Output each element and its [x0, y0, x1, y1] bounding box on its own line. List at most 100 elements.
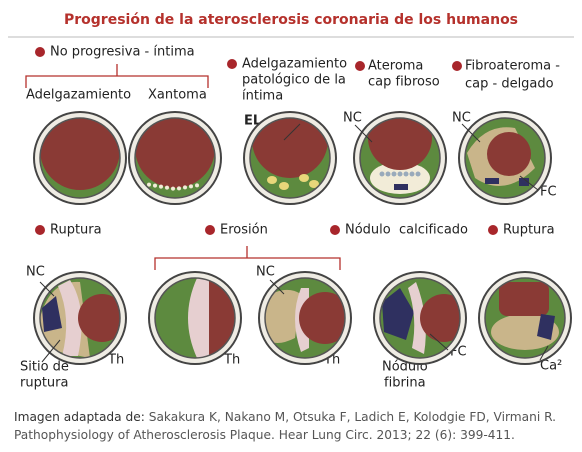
- vessel-edge: [154, 277, 236, 359]
- vessel-inner: [485, 278, 565, 358]
- label: Ruptura: [503, 223, 555, 238]
- pointer: [269, 279, 285, 295]
- lumen: [40, 118, 120, 190]
- foam-cell: [183, 185, 187, 190]
- label: NC: [452, 111, 471, 126]
- thrombus: [188, 278, 213, 358]
- vessel-inner: [360, 118, 440, 198]
- vessel-inner: [135, 118, 215, 198]
- thrombus: [408, 282, 426, 354]
- label: Sitio de: [20, 360, 69, 375]
- vessel: [243, 111, 337, 205]
- label: FC: [540, 185, 557, 200]
- vessel: [33, 111, 127, 205]
- vessel: [258, 271, 352, 365]
- lumen: [420, 294, 460, 342]
- core: [370, 162, 430, 194]
- pointer: [39, 281, 55, 297]
- vessel: [458, 111, 552, 205]
- foam-cell: [195, 183, 199, 188]
- foam-cell: [153, 183, 157, 188]
- vessel-edge: [464, 117, 546, 199]
- vessel: [478, 271, 572, 365]
- cholesterol: [397, 171, 403, 177]
- vessel: [148, 271, 242, 365]
- foam-cell: [177, 186, 181, 191]
- lumen: [78, 294, 120, 342]
- label: Th: [223, 353, 240, 368]
- calcium: [394, 184, 408, 190]
- core: [265, 289, 301, 343]
- lumen: [135, 118, 215, 188]
- calcium: [485, 178, 499, 184]
- bullet: [330, 225, 340, 235]
- vessel-inner: [40, 118, 120, 198]
- calcium: [519, 178, 529, 186]
- pointer: [519, 175, 539, 191]
- pointer: [354, 124, 373, 143]
- thrombus: [58, 280, 82, 356]
- bullet: [488, 225, 498, 235]
- label: Th: [107, 353, 124, 368]
- caption-reference: Sakakura K, Nakano M, Otsuka F, Ladich E…: [14, 410, 557, 442]
- pointer: [539, 345, 549, 361]
- vessel-edge: [484, 277, 566, 359]
- vessel-edge: [134, 117, 216, 199]
- label: cap - delgado: [465, 77, 554, 92]
- label: Adelgazamiento: [242, 57, 347, 72]
- bullet: [35, 225, 45, 235]
- foam-cell: [159, 184, 163, 189]
- bullet: [205, 225, 215, 235]
- bullet: [355, 61, 365, 71]
- foam-cell: [165, 185, 169, 190]
- label: Ruptura: [50, 223, 102, 238]
- vessel-edge: [39, 117, 121, 199]
- vessel: [373, 271, 467, 365]
- label: Nódulo calcificado: [345, 223, 468, 238]
- cholesterol: [415, 171, 421, 177]
- vessel: [33, 271, 127, 365]
- cholesterol: [409, 171, 415, 177]
- lipid: [299, 174, 309, 182]
- label: Xantoma: [148, 88, 207, 103]
- pointer: [429, 333, 449, 351]
- label: Erosión: [220, 223, 268, 238]
- lipid: [309, 180, 319, 188]
- label: Fibroateroma -: [465, 59, 560, 74]
- caption: Imagen adaptada de: Sakakura K, Nakano M…: [14, 408, 570, 444]
- bracket: [154, 246, 341, 270]
- label: fibrina: [384, 376, 426, 391]
- bullet: [452, 61, 462, 71]
- label: íntima: [242, 89, 283, 104]
- vessel-inner: [40, 278, 120, 358]
- vessel: [128, 111, 222, 205]
- foam-cell: [147, 182, 151, 187]
- label: NC: [343, 111, 362, 126]
- pointer: [283, 123, 301, 141]
- label: cap fibroso: [368, 75, 440, 90]
- label: NC: [256, 265, 275, 280]
- calcium: [382, 288, 414, 340]
- bullet: [227, 59, 237, 69]
- bullet: [35, 47, 45, 57]
- lipid: [279, 182, 289, 190]
- vessel-edge: [379, 277, 461, 359]
- vessel-edge: [359, 117, 441, 199]
- vessel-inner: [265, 278, 345, 358]
- title: Progresión de la aterosclerosis coronari…: [64, 12, 518, 28]
- vessel-edge: [39, 277, 121, 359]
- vessel-inner: [380, 278, 460, 358]
- label: Ca²: [540, 359, 562, 374]
- calcium: [42, 296, 62, 332]
- vessel-inner: [465, 118, 545, 198]
- label: patológico de la: [242, 73, 346, 88]
- pointer: [41, 339, 61, 363]
- cholesterol: [391, 171, 397, 177]
- label: Ateroma: [368, 59, 423, 74]
- vessel-edge: [249, 117, 331, 199]
- bracket: [25, 64, 209, 88]
- label: Adelgazamiento: [26, 88, 131, 103]
- lipid: [267, 176, 277, 184]
- lumen: [487, 132, 531, 176]
